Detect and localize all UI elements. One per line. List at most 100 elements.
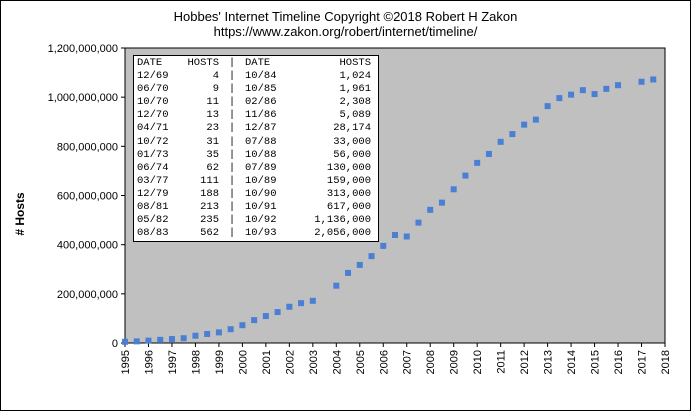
data-point: [157, 336, 164, 343]
y-tick-label: 1,000,000,000: [48, 92, 118, 104]
table-cell: |: [228, 227, 236, 240]
data-point: [168, 336, 175, 343]
x-tick-label: 2000: [237, 350, 249, 374]
table-cell: |: [228, 187, 236, 200]
data-point: [274, 309, 281, 316]
table-cell: 9: [212, 83, 219, 96]
data-point: [532, 116, 539, 123]
table-row: 06/70 9 | 10/85 1,961: [134, 83, 378, 96]
data-point: [239, 322, 246, 329]
table-cell: |: [228, 96, 236, 109]
y-axis-label: # Hosts: [13, 192, 27, 236]
data-point: [450, 186, 457, 193]
table-cell: 10/92: [245, 214, 277, 227]
x-tick-label: 2008: [425, 350, 437, 374]
chart-title: Hobbes' Internet Timeline Copyright ©201…: [173, 9, 518, 24]
table-cell: 35: [206, 148, 219, 161]
data-point: [392, 232, 398, 239]
table-cell: 03/77: [137, 174, 169, 187]
data-point: [579, 87, 586, 94]
table-row: 10/70 11 | 02/86 2,308: [134, 96, 378, 109]
data-point: [521, 121, 528, 128]
data-point: [227, 326, 234, 333]
data-point: [415, 219, 422, 226]
table-body: 12/69 4 | 10/84 1,024 06/70 9 | 10/85 1,961 10/70 1…: [134, 70, 378, 240]
table-row: 01/73 35 | 10/88 56,000: [134, 149, 378, 162]
table-cell: 1,961: [339, 83, 371, 96]
table-cell: 10/93: [245, 227, 277, 240]
x-axis: 1995 1996 1997 1998 1999 2000 2001 2002 2003 2004…: [120, 343, 672, 374]
data-point: [497, 138, 504, 145]
hosts-history-table: DATE HOSTS | DATE HOSTS 12/69 4 | 10/84 1,02…: [133, 55, 379, 243]
data-point: [568, 91, 575, 98]
data-point: [509, 131, 516, 138]
table-cell: 12/69: [137, 70, 169, 83]
x-tick-label: 1999: [214, 350, 226, 374]
table-cell: 08/83: [137, 227, 169, 240]
table-cell: 28,174: [333, 122, 371, 135]
table-row: 08/81 213 | 10/91 617,000: [134, 201, 378, 214]
table-cell: 10/90: [245, 187, 277, 200]
table-cell: 10/84: [245, 70, 277, 83]
data-point: [462, 172, 469, 179]
y-axis: 0 200,000,000 400,000,000 600,000,000 800,00…: [48, 43, 125, 350]
y-tick-label: 400,000,000: [57, 240, 118, 252]
table-cell: |: [228, 83, 236, 96]
data-point: [333, 282, 340, 289]
table-cell: 159,000: [326, 174, 371, 187]
table-cell: 08/81: [137, 201, 169, 214]
data-point: [638, 78, 645, 85]
x-tick-label: 2012: [519, 350, 531, 374]
data-point: [485, 150, 492, 157]
x-tick-label: 2017: [637, 350, 649, 374]
table-cell: |: [228, 201, 236, 214]
table-cell: 2,056,000: [314, 227, 371, 240]
table-cell: 04/71: [137, 122, 169, 135]
table-cell: |: [228, 174, 236, 187]
table-cell: 130,000: [326, 161, 371, 174]
x-tick-label: 2010: [472, 350, 484, 374]
x-tick-label: 2003: [308, 350, 320, 374]
table-cell: 10/88: [245, 148, 277, 161]
table-cell: 05/82: [137, 214, 169, 227]
data-point: [356, 261, 363, 268]
table-row: 05/82 235 | 10/92 1,136,000: [134, 214, 378, 227]
x-tick-label: 2015: [590, 350, 602, 374]
table-cell: |: [228, 122, 236, 135]
data-point: [180, 335, 187, 342]
table-cell: 4: [212, 70, 219, 83]
x-tick-label: 2004: [331, 350, 343, 374]
x-tick-label: 1998: [190, 350, 202, 374]
table-cell: 31: [206, 135, 219, 148]
table-header-cell: HOSTS: [339, 57, 371, 69]
table-cell: 11: [206, 96, 219, 109]
data-point: [603, 85, 610, 92]
y-tick-label: 600,000,000: [57, 191, 118, 203]
table-cell: 01/73: [137, 148, 169, 161]
x-tick-label: 1997: [167, 350, 179, 374]
table-row: 04/71 23 | 12/87 28,174: [134, 122, 378, 135]
x-tick-label: 2009: [449, 350, 461, 374]
table-cell: 188: [200, 187, 219, 200]
chart-title-block: Hobbes' Internet Timeline Copyright ©201…: [0, 9, 691, 39]
table-row: 06/74 62 | 07/89 130,000: [134, 162, 378, 175]
data-point: [298, 300, 305, 307]
x-tick-label: 2007: [402, 350, 414, 374]
chart-subtitle: https://www.zakon.org/robert/internet/ti…: [213, 24, 478, 39]
table-cell: |: [228, 109, 236, 122]
table-cell: 1,136,000: [314, 214, 371, 227]
table-cell: 12/79: [137, 187, 169, 200]
table-cell: 07/88: [245, 135, 277, 148]
data-point: [474, 159, 481, 166]
table-cell: |: [228, 135, 236, 148]
table-row: 08/83 562 | 10/93 2,056,000: [134, 227, 378, 240]
data-point: [345, 269, 352, 276]
table-cell: 10/91: [245, 201, 277, 214]
x-tick-label: 2002: [284, 350, 296, 374]
x-tick-label: 2013: [543, 350, 555, 374]
table-cell: 313,000: [326, 187, 371, 200]
table-cell: 10/85: [245, 83, 277, 96]
data-point: [215, 329, 222, 336]
data-point: [438, 199, 445, 206]
data-point: [556, 95, 563, 102]
